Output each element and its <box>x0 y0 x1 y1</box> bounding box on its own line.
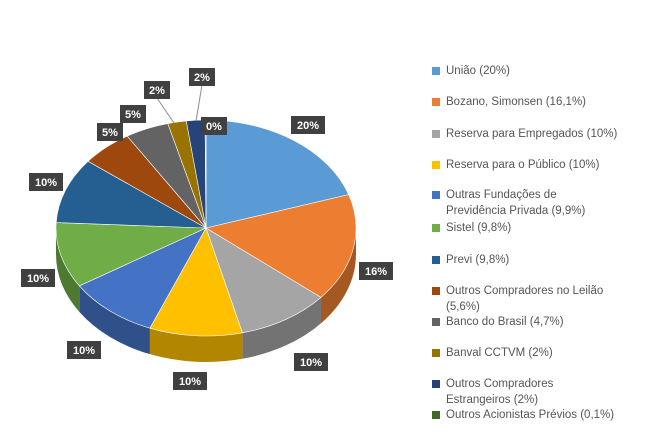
pie-side-1 <box>320 228 356 324</box>
data-label-text: 10% <box>179 376 201 388</box>
data-label-box <box>173 372 207 390</box>
data-label-box <box>201 117 227 135</box>
legend-item: Banval CCTVM (2%) <box>432 345 553 361</box>
data-label-box <box>97 123 123 141</box>
data-label-box <box>294 353 328 371</box>
legend-item: Outros Compradores Estrangeiros (2%) <box>432 376 553 408</box>
data-label-text: 10% <box>73 345 95 357</box>
legend-item: Reserva para o Público (10%) <box>432 157 599 173</box>
legend-label: Previ (9,8%) <box>446 254 510 266</box>
legend-swatch <box>432 224 440 232</box>
legend-item: Reserva para Empregados (10%) <box>432 126 617 142</box>
data-label-box <box>67 341 101 359</box>
legend-swatch <box>432 411 440 419</box>
legend-item: Bozano, Simonsen (16,1%) <box>432 94 586 110</box>
legend-swatch <box>432 191 440 199</box>
pie-slices <box>55 119 357 337</box>
data-label-text: 5% <box>125 109 141 121</box>
data-label-text: 2% <box>149 85 165 97</box>
legend-item: Outras Fundações de Previdência Privada … <box>432 187 585 219</box>
pie-slice-3 <box>149 227 243 337</box>
data-label-6: 10% <box>29 173 63 191</box>
data-label-0: 20% <box>291 116 325 134</box>
data-label-text: 0% <box>206 121 222 133</box>
legend-item: Outros Compradores no Leilão (5,6%) <box>432 283 603 315</box>
data-label-3: 10% <box>173 372 207 390</box>
legend-label: Outras Fundações de Previdência Privada … <box>446 189 586 217</box>
legend-label: Reserva para o Público (10%) <box>446 159 600 171</box>
legend-label: Banco do Brasil (4,7%) <box>446 316 564 328</box>
legend-label: União (20%) <box>446 65 510 77</box>
data-label-8: 5% <box>120 105 146 123</box>
pie-slice-1 <box>205 194 357 298</box>
pie-slice-2 <box>205 227 322 334</box>
legend-swatch <box>432 98 440 106</box>
data-label-box <box>120 105 146 123</box>
legend-swatch <box>432 318 440 326</box>
data-label-box <box>359 262 393 280</box>
legend-item: Sistel (9,8%) <box>432 220 511 236</box>
legend-swatch <box>432 256 440 264</box>
legend-label: Outros Acionistas Prévios (0,1%) <box>446 409 615 421</box>
pie-slice-5 <box>55 222 207 287</box>
chart-legend: União (20%) Bozano, Simonsen (16,1%) Reser… <box>432 0 642 447</box>
legend-item: Previ (9,8%) <box>432 252 509 268</box>
data-label-1: 16% <box>359 262 393 280</box>
pie-side-4 <box>79 285 150 355</box>
pie-slice-6 <box>55 160 207 229</box>
data-label-box <box>189 68 215 86</box>
data-label-box <box>144 81 170 99</box>
legend-swatch <box>432 161 440 169</box>
legend-label: Sistel (9,8%) <box>446 222 512 234</box>
pie-data-labels: 20% 16% 10% 10% 10% 10% 10% 5% 5% 2% 2% 0% <box>21 68 393 390</box>
pie-slice-4 <box>78 227 207 329</box>
data-label-text: 20% <box>297 120 319 132</box>
data-label-box <box>21 269 55 287</box>
pie-side-2 <box>242 297 321 359</box>
legend-label: Outros Compradores no Leilão (5,6%) <box>446 285 604 313</box>
legend-swatch <box>432 349 440 357</box>
legend-label: Bozano, Simonsen (16,1%) <box>446 96 586 108</box>
data-label-text: 5% <box>102 127 118 139</box>
leader-line-0 <box>156 97 175 124</box>
data-label-4: 10% <box>67 341 101 359</box>
data-label-text: 10% <box>27 273 49 285</box>
legend-item: União (20%) <box>432 63 510 79</box>
legend-item: Banco do Brasil (4,7%) <box>432 314 564 330</box>
data-label-7: 5% <box>97 123 123 141</box>
legend-label: Reserva para Empregados (10%) <box>446 128 618 140</box>
leader-line-1 <box>195 84 203 122</box>
legend-item: Outros Acionistas Prévios (0,1%) <box>432 407 614 423</box>
data-label-text: 10% <box>35 177 57 189</box>
data-label-2: 10% <box>294 353 328 371</box>
data-label-text: 10% <box>300 357 322 369</box>
data-label-text: 2% <box>194 72 210 84</box>
data-label-10: 2% <box>189 68 215 86</box>
data-label-text: 16% <box>365 266 387 278</box>
legend-swatch <box>432 130 440 138</box>
legend-swatch <box>432 67 440 75</box>
data-label-5: 10% <box>21 269 55 287</box>
data-label-9: 2% <box>144 81 170 99</box>
legend-swatch <box>432 287 440 295</box>
data-label-box <box>29 173 63 191</box>
data-label-11: 0% <box>201 117 227 135</box>
legend-label: Banval CCTVM (2%) <box>446 347 553 359</box>
pie-side-3 <box>149 328 243 362</box>
legend-swatch <box>432 380 440 388</box>
data-label-box <box>291 116 325 134</box>
legend-label: Outros Compradores Estrangeiros (2%) <box>446 378 554 406</box>
